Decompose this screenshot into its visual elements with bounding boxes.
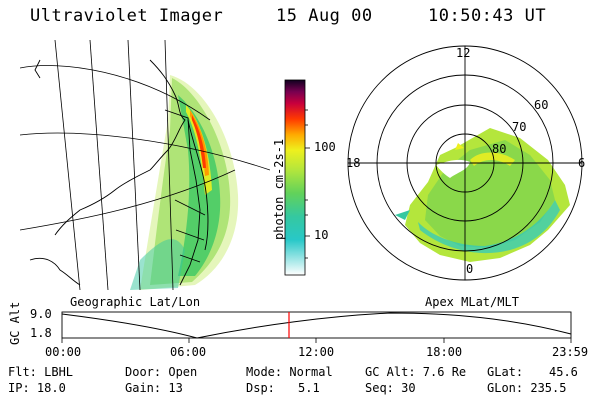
date-label: 15 Aug 00 <box>276 6 373 26</box>
gain-info: Gain: 13 <box>125 381 183 395</box>
timeline-ylabel: GC Alt <box>8 301 22 345</box>
mlt-label-12: 12 <box>456 46 471 60</box>
lat-label-70: 70 <box>512 120 527 134</box>
dsp-info: Dsp: <box>246 381 275 395</box>
mlt-label-6: 6 <box>578 156 586 170</box>
instrument-title: Ultraviolet Imager <box>30 6 224 26</box>
mlt-label-18: 18 <box>346 156 361 170</box>
right-panel-label: Apex MLat/MLT <box>425 295 519 309</box>
left-panel-label: Geographic Lat/Lon <box>70 295 201 309</box>
colorbar <box>284 79 306 276</box>
gc-alt-info: GC Alt: 7.6 Re <box>365 365 467 379</box>
aurora-emission-left <box>130 75 239 290</box>
timeline-xtick-1800: 18:00 <box>426 345 463 359</box>
glat-value: 45.6 <box>549 365 578 379</box>
geographic-map <box>20 40 270 290</box>
ip-info: IP: 18.0 <box>8 381 66 395</box>
mode-info: Mode: Normal <box>246 365 333 379</box>
timeline-xtick-2359: 23:59 <box>552 345 589 359</box>
map-grid <box>20 40 270 290</box>
glon-info: GLon: 235.5 <box>487 381 567 395</box>
door-info: Door: Open <box>125 365 198 379</box>
colorbar-ticks <box>305 109 310 259</box>
filter-info: Flt: LBHL <box>8 365 74 379</box>
coastline <box>29 59 209 286</box>
timeline-ytick-9: 9.0 <box>30 307 52 321</box>
aurora-emission-polar <box>395 128 570 262</box>
time-label: 10:50:43 UT <box>428 6 547 26</box>
lat-label-80: 80 <box>492 142 507 156</box>
timeline-xtick-1200: 12:00 <box>298 345 335 359</box>
dsp-value: 5.1 <box>298 381 320 395</box>
colorbar-tick-100: 100 <box>314 140 336 154</box>
orbit-timeline <box>61 311 572 343</box>
seq-info: Seq: 30 <box>365 381 416 395</box>
colorbar-unit-label: photon cm-2s-1 <box>272 138 286 240</box>
timeline-ytick-1-8: 1.8 <box>30 326 52 340</box>
polar-grid <box>347 45 583 281</box>
colorbar-tick-10: 10 <box>314 228 329 242</box>
timeline-xtick-0000: 00:00 <box>45 345 82 359</box>
timeline-xtick-0600: 06:00 <box>170 345 207 359</box>
glat-info: GLat: <box>487 365 524 379</box>
polar-plot <box>347 45 583 281</box>
mlt-label-0: 0 <box>466 262 474 276</box>
lat-label-60: 60 <box>534 98 549 112</box>
